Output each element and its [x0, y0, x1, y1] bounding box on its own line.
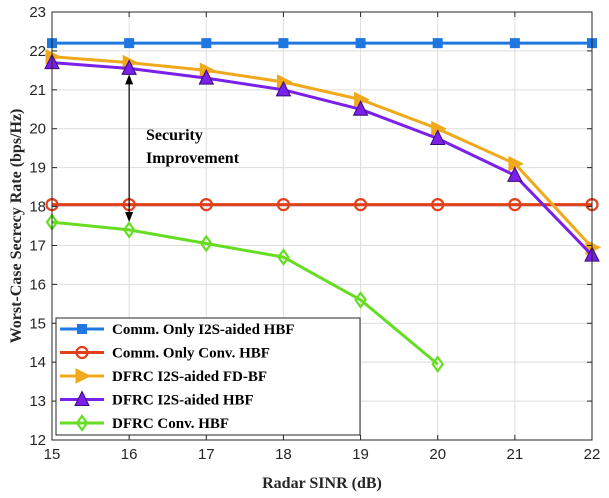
data-point-triangle-up — [429, 129, 446, 145]
legend-entry-5: DFRC Conv. HBF — [60, 414, 229, 432]
x-tick-label: 17 — [198, 446, 215, 463]
y-tick-label: 21 — [29, 82, 46, 99]
x-tick-label: 16 — [121, 446, 138, 463]
data-point-diamond — [431, 355, 445, 374]
y-tick-label: 16 — [29, 276, 46, 293]
legend-marker — [75, 414, 89, 432]
data-point-diamond — [354, 291, 367, 309]
annotation-line-1: Security — [146, 127, 203, 144]
y-tick-label: 17 — [29, 237, 46, 254]
legend-label: DFRC I2S-aided HBF — [112, 393, 254, 409]
plot-frame — [51, 11, 593, 441]
x-tick-label: 15 — [44, 446, 61, 463]
series-line — [51, 220, 439, 366]
annotation-line-2: Improvement — [146, 150, 240, 167]
legend-label: Comm. Only Conv. HBF — [112, 346, 270, 362]
series-layer — [44, 38, 602, 374]
legend: Comm. Only I2S-aided HBF Comm. Only Conv.… — [55, 317, 361, 436]
data-point-square — [201, 38, 212, 49]
y-tick-label: 13 — [29, 393, 46, 410]
legend-entry-2: Comm. Only Conv. HBF — [60, 346, 270, 362]
data-point-circle — [353, 198, 368, 212]
legend-label: DFRC Conv. HBF — [112, 416, 229, 432]
data-point-circle — [431, 198, 445, 212]
data-point-triangle-up — [275, 80, 292, 97]
x-tick-label: 21 — [507, 446, 524, 463]
series-line — [51, 61, 594, 257]
data-point-circle — [276, 198, 291, 212]
data-point-triangle-right — [508, 155, 524, 172]
data-point-square — [355, 38, 366, 49]
x-axis-title: Radar SINR (dB) — [262, 475, 382, 492]
axis-ticks: 15 16 17 18 19 20 21 22 12 13 14 15 16 17 18 19 20 21 22 23 — [29, 4, 600, 463]
data-point-diamond — [122, 220, 136, 239]
data-point-square — [432, 38, 443, 49]
y-tick-label: 20 — [29, 121, 46, 138]
x-tick-label: 19 — [352, 446, 369, 463]
data-point-circle — [508, 198, 522, 212]
legend-marker — [77, 324, 87, 334]
y-axis-title: Worst-Case Secrecy Rate (bps/Hz) — [8, 109, 25, 344]
y-tick-label: 19 — [29, 160, 46, 177]
security-improvement-annotation: Security Improvement — [125, 74, 240, 222]
series-line — [51, 55, 594, 249]
legend-box — [55, 317, 361, 436]
data-point-square — [278, 38, 289, 49]
legend-entry-3: DFRC I2S-aided FD-BF — [60, 368, 267, 385]
data-point-circle — [199, 198, 213, 212]
legend-entry-1: Comm. Only I2S-aided HBF — [60, 322, 295, 338]
y-tick-label: 22 — [29, 43, 46, 60]
data-point-triangle-up — [198, 69, 215, 85]
y-tick-label: 14 — [29, 354, 46, 371]
y-tick-label: 18 — [29, 199, 46, 216]
legend-entry-4: DFRC I2S-aided HBF — [60, 390, 254, 409]
data-point-square — [509, 38, 520, 49]
legend-label: Comm. Only I2S-aided HBF — [112, 322, 295, 338]
legend-marker — [75, 368, 92, 384]
legend-marker — [74, 390, 90, 406]
legend-marker — [75, 345, 89, 360]
annotation-arrowhead-down — [125, 211, 134, 222]
x-tick-label: 20 — [429, 446, 446, 463]
legend-label: DFRC I2S-aided FD-BF — [112, 369, 267, 385]
data-point-triangle-up — [352, 100, 369, 116]
x-tick-label: 22 — [584, 446, 601, 463]
series-5 — [45, 213, 445, 374]
data-point-diamond — [277, 248, 290, 267]
data-point-diamond — [199, 234, 213, 253]
data-point-square — [124, 38, 135, 49]
y-tick-label: 23 — [29, 4, 46, 21]
y-tick-label: 15 — [29, 315, 46, 332]
x-tick-label: 18 — [275, 446, 292, 463]
y-tick-label: 12 — [29, 432, 46, 449]
annotation-arrowhead-up — [125, 74, 134, 85]
data-point-triangle-up — [507, 166, 523, 182]
